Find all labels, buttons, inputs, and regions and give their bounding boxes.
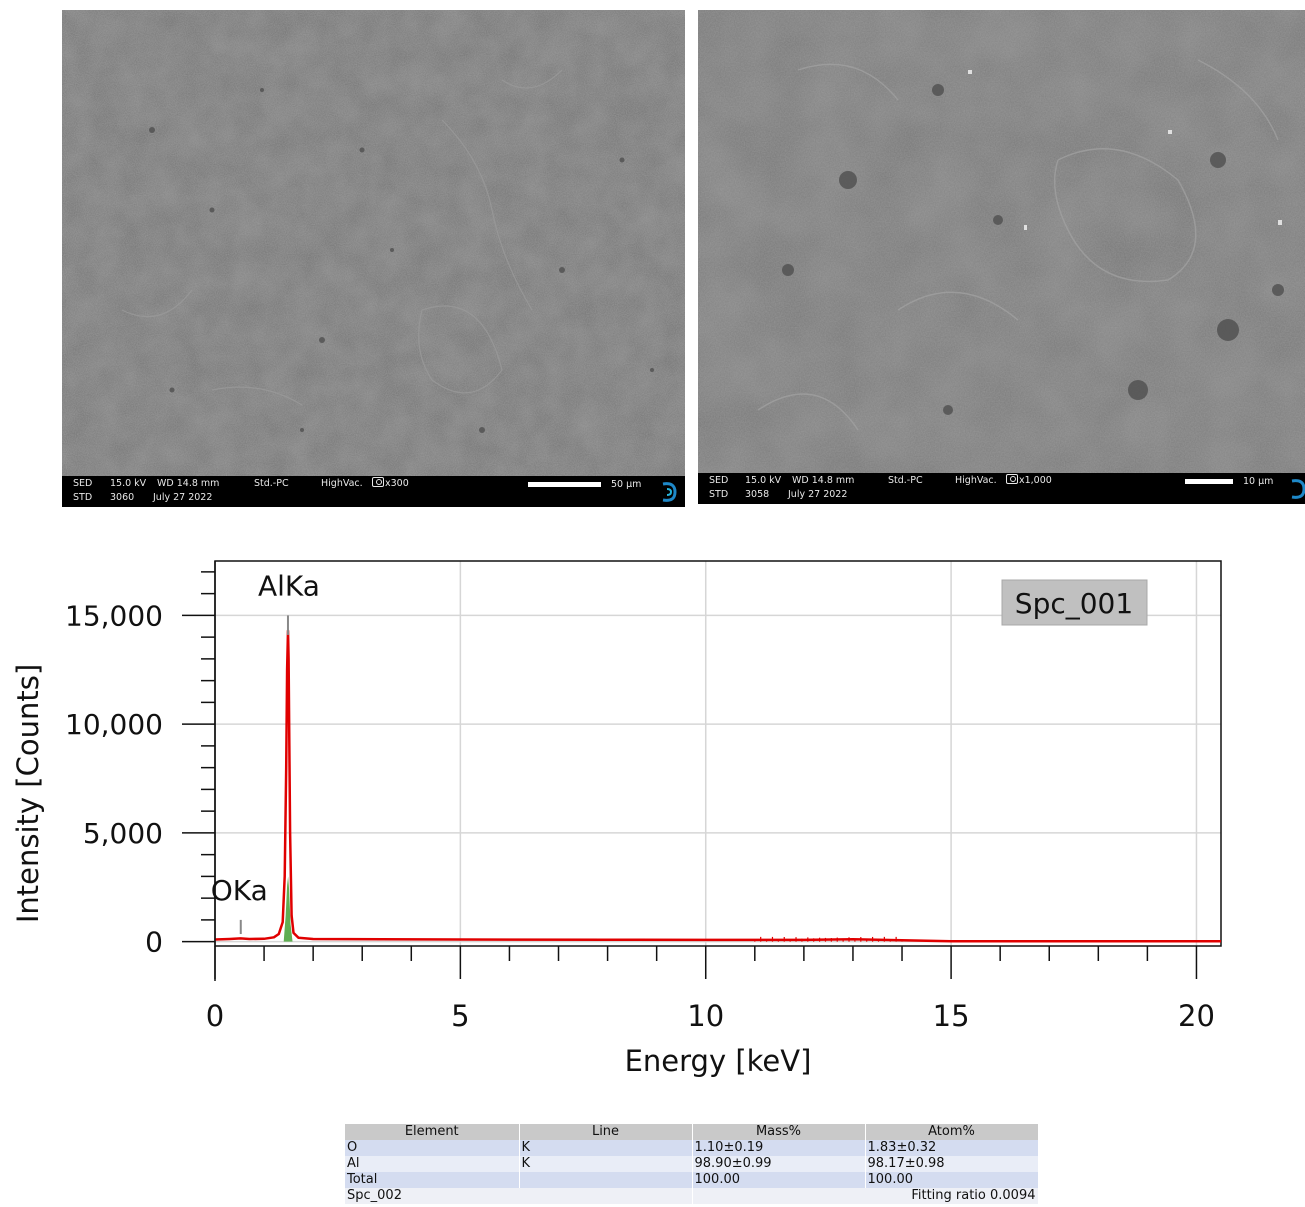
- sem-std: STD: [709, 489, 729, 500]
- header-atom-percent: Atom%: [865, 1124, 1039, 1140]
- x-tick-label: 15: [933, 999, 970, 1033]
- sem-info-bar: SED 15.0 kV WD 14.8 mm Std.-PC HighVac. …: [698, 473, 1305, 504]
- table-row: Al K 98.90±0.99 98.17±0.98: [345, 1156, 1039, 1172]
- sem-micrograph-texture: [62, 10, 685, 507]
- cell-mass: 100.00: [692, 1172, 866, 1188]
- y-tick-label: 10,000: [65, 708, 163, 741]
- sem-voltage: 15.0 kV: [745, 475, 782, 486]
- sem-magnification: x1,000: [1006, 474, 1052, 488]
- sem-image-number: 3060: [110, 492, 135, 503]
- sem-scale-label: 10 µm: [1243, 476, 1274, 487]
- sem-micrograph-texture: [698, 10, 1305, 504]
- x-tick-label: 20: [1178, 999, 1215, 1033]
- eds-spectrum-chart: 0 5,000 10,000 15,000 0 5 10 15 20 Energy [keV] In…: [11, 560, 1222, 1078]
- sem-mode: Std.-PC: [254, 478, 289, 489]
- cell-atom: 98.17±0.98: [865, 1156, 1039, 1172]
- spectrum-name: Spc_002: [345, 1188, 693, 1204]
- y-tick-label: 5,000: [83, 817, 163, 850]
- jeol-logo-icon: [1291, 479, 1305, 499]
- camera-icon: [372, 477, 384, 487]
- legend-box: [1001, 579, 1148, 626]
- peak-label: OKa: [211, 874, 268, 907]
- table-footer-row: Spc_002 Fitting ratio 0.0094: [345, 1188, 1039, 1204]
- sem-mode: Std.-PC: [888, 475, 923, 486]
- scale-bar: [528, 482, 601, 487]
- eds-quant-table: Element Line Mass% Atom% O K 1.10±0.19 1…: [345, 1124, 1039, 1204]
- cell-line: [519, 1172, 693, 1188]
- sem-image-x300: SED 15.0 kV WD 14.8 mm Std.-PC HighVac. …: [62, 10, 685, 507]
- sem-detector: SED: [709, 475, 729, 486]
- sem-image-x1000: SED 15.0 kV WD 14.8 mm Std.-PC HighVac. …: [698, 10, 1305, 504]
- sem-std: STD: [73, 492, 93, 503]
- al-peak-fill: [283, 876, 293, 942]
- cell-atom: 100.00: [865, 1172, 1039, 1188]
- y-tick-label: 15,000: [65, 599, 163, 632]
- x-tick-label: 10: [687, 999, 724, 1033]
- sem-image-number: 3058: [745, 489, 770, 500]
- sem-detector: SED: [73, 478, 93, 489]
- x-axis-title: Energy [keV]: [625, 1044, 812, 1078]
- cell-element: Total: [345, 1172, 520, 1188]
- table-row-total: Total 100.00 100.00: [345, 1172, 1039, 1188]
- cell-mass: 98.90±0.99: [692, 1156, 866, 1172]
- cell-element: Al: [345, 1156, 520, 1172]
- cell-line: K: [519, 1156, 693, 1172]
- fitting-ratio: Fitting ratio 0.0094: [692, 1188, 1039, 1204]
- sem-voltage: 15.0 kV: [110, 478, 147, 489]
- sem-magnification: x300: [372, 477, 409, 491]
- sem-info-bar: SED 15.0 kV WD 14.8 mm Std.-PC HighVac. …: [62, 476, 685, 507]
- sem-date: July 27 2022: [153, 492, 213, 503]
- scale-bar: [1185, 479, 1233, 484]
- table-header-row: Element Line Mass% Atom%: [345, 1124, 1039, 1140]
- peak-label: AlKa: [258, 569, 320, 602]
- spectrum-line: [214, 629, 1221, 943]
- x-tick-label: 0: [206, 999, 224, 1033]
- cell-line: K: [519, 1140, 693, 1156]
- camera-icon: [1006, 474, 1018, 484]
- y-tick-label: 0: [145, 926, 163, 959]
- cell-element: O: [345, 1140, 520, 1156]
- y-axis-title: Intensity [Counts]: [11, 664, 45, 923]
- sem-working-distance: WD 14.8 mm: [792, 475, 855, 486]
- sem-vacuum: HighVac.: [321, 478, 363, 489]
- header-element: Element: [345, 1124, 520, 1140]
- cell-mass: 1.10±0.19: [692, 1140, 866, 1156]
- table-row: O K 1.10±0.19 1.83±0.32: [345, 1140, 1039, 1156]
- cell-atom: 1.83±0.32: [865, 1140, 1039, 1156]
- jeol-logo-icon: [662, 482, 677, 502]
- sem-scale-label: 50 µm: [611, 479, 642, 490]
- sem-vacuum: HighVac.: [955, 475, 997, 486]
- header-line: Line: [519, 1124, 693, 1140]
- legend-label: Spc_001: [1015, 587, 1133, 620]
- header-mass-percent: Mass%: [692, 1124, 866, 1140]
- sem-date: July 27 2022: [788, 489, 848, 500]
- sem-working-distance: WD 14.8 mm: [157, 478, 220, 489]
- x-tick-label: 5: [451, 999, 469, 1033]
